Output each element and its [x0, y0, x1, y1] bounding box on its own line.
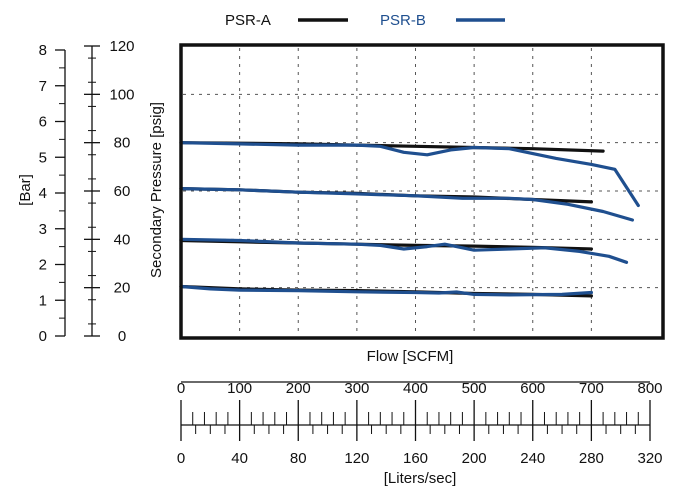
y2-tick-label: 7	[39, 78, 47, 95]
x-axis-title: Flow [SCFM]	[367, 348, 454, 365]
x-tick-label: 300	[344, 380, 369, 397]
x-tick-label: 800	[637, 380, 662, 397]
plot-frame	[179, 43, 665, 340]
x2-tick-label: 0	[177, 450, 185, 467]
x2-tick-label: 120	[344, 450, 369, 467]
x2-axis-title: [Liters/sec]	[384, 470, 457, 487]
y2-tick-label: 0	[39, 328, 47, 345]
x2-tick-label: 280	[579, 450, 604, 467]
y-tick-label: 100	[109, 86, 134, 103]
legend-label-psr-a: PSR-A	[225, 12, 271, 29]
y-tick-label: 0	[118, 328, 126, 345]
x-tick-label: 400	[403, 380, 428, 397]
legend: PSR-A PSR-B	[225, 12, 505, 29]
y2-tick-label: 3	[39, 221, 47, 238]
x-tick-label: 700	[579, 380, 604, 397]
series-curves	[179, 141, 640, 298]
x2-tick-label: 240	[520, 450, 545, 467]
y-tick-label: 120	[109, 38, 134, 55]
y-tick-label: 80	[114, 135, 131, 152]
x-tick-label: 500	[462, 380, 487, 397]
y-tick-label: 60	[114, 183, 131, 200]
y2-tick-label: 4	[39, 185, 47, 202]
y-tick-label: 20	[114, 280, 131, 297]
x2-tick-label: 320	[637, 450, 662, 467]
x2-tick-label: 80	[290, 450, 307, 467]
series-line-psr-b	[179, 187, 634, 222]
legend-label-psr-b: PSR-B	[380, 12, 426, 29]
y2-tick-label: 1	[39, 292, 47, 309]
x-tick-label: 200	[286, 380, 311, 397]
y-axis-title: Secondary Pressure [psig]	[148, 102, 165, 278]
x2-tick-label: 40	[231, 450, 248, 467]
series-line-psr-b	[179, 284, 593, 297]
y2-tick-label: 6	[39, 114, 47, 131]
y2-tick-label: 2	[39, 257, 47, 274]
x2-tick-label: 160	[403, 450, 428, 467]
x-tick-label: 600	[520, 380, 545, 397]
series-line-psr-b	[179, 141, 640, 208]
x-tick-label: 0	[177, 380, 185, 397]
y2-tick-label: 8	[39, 42, 47, 59]
y2-tick-label: 5	[39, 149, 47, 166]
y2-axis-title: [Bar]	[17, 174, 34, 206]
x2-tick-label: 200	[462, 450, 487, 467]
y-tick-label: 40	[114, 231, 131, 248]
x-tick-label: 100	[227, 380, 252, 397]
series-line-psr-b	[179, 237, 629, 264]
